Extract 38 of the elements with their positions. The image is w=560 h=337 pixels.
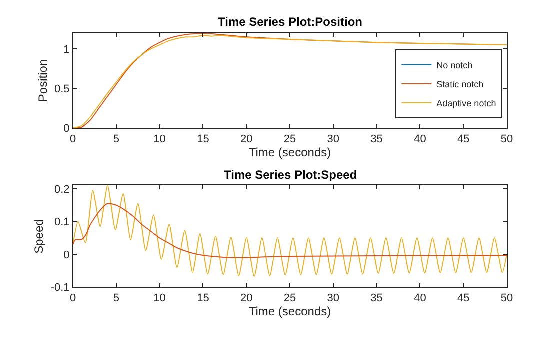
x-tick-label: 45 bbox=[457, 133, 470, 146]
x-tick-label: 30 bbox=[327, 292, 340, 305]
y-tick-label: 0 bbox=[64, 123, 70, 136]
x-tick-label: 50 bbox=[500, 133, 514, 146]
x-tick-label: 50 bbox=[500, 292, 514, 305]
y-tick-label: 0 bbox=[64, 249, 70, 262]
chart-title: Time Series Plot:Speed bbox=[224, 168, 358, 182]
x-tick-label: 25 bbox=[284, 133, 296, 146]
x-tick-label: 45 bbox=[457, 292, 470, 305]
y-tick-label: 0.5 bbox=[54, 84, 70, 96]
x-tick-label: 25 bbox=[284, 292, 296, 305]
x-tick-label: 20 bbox=[240, 292, 253, 305]
x-tick-label: 35 bbox=[370, 133, 383, 146]
x-tick-label: 10 bbox=[154, 133, 166, 146]
x-tick-label: 15 bbox=[197, 292, 210, 305]
legend-label: No notch bbox=[436, 60, 473, 70]
x-axis-title: Time (seconds) bbox=[248, 304, 332, 319]
line-series bbox=[73, 203, 507, 258]
x-tick-label: 5 bbox=[113, 133, 120, 146]
legend-label: Static notch bbox=[436, 79, 484, 90]
y-axis-title: Position bbox=[36, 59, 50, 102]
legend-label: Adaptive notch bbox=[436, 98, 496, 108]
x-tick-label: 15 bbox=[197, 133, 210, 146]
line-series bbox=[73, 186, 507, 278]
y-axis-title: Speed bbox=[32, 219, 46, 254]
x-tick-label: 35 bbox=[370, 292, 383, 305]
x-tick-label: 10 bbox=[154, 292, 166, 305]
x-tick-label: 40 bbox=[414, 292, 426, 305]
x-tick-label: 5 bbox=[113, 292, 120, 305]
y-tick-label: 0.2 bbox=[54, 184, 70, 196]
x-axis-title: Time (seconds) bbox=[248, 145, 332, 160]
x-tick-label: 20 bbox=[240, 133, 253, 146]
y-tick-label: 1 bbox=[64, 44, 70, 56]
y-tick-label: -0.1 bbox=[50, 282, 70, 294]
x-tick-label: 30 bbox=[327, 133, 340, 146]
x-tick-label: 40 bbox=[414, 133, 426, 146]
chart-title: Time Series Plot:Position bbox=[218, 15, 362, 29]
y-tick-label: 0.1 bbox=[54, 216, 70, 229]
